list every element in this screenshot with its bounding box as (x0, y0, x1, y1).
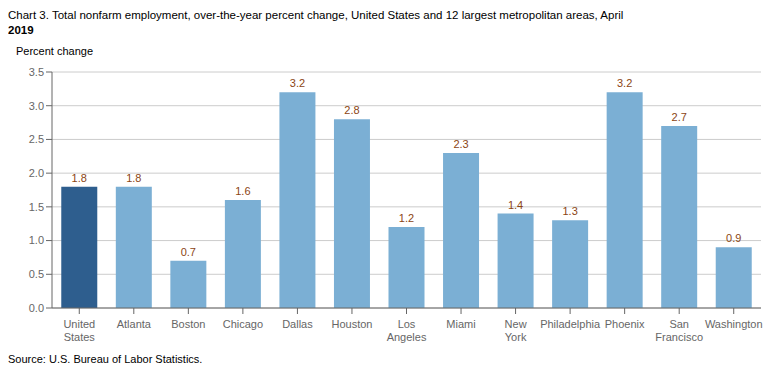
html-text:Chart 3. Total nonfarm employm: Chart 3. Total nonfarm employment, over-… (8, 9, 624, 21)
svg-text:Atlanta: Atlanta (117, 318, 152, 330)
svg-text:Chicago: Chicago (223, 318, 263, 330)
svg-text:0.5: 0.5 (29, 268, 44, 280)
svg-text:3.2: 3.2 (290, 77, 305, 89)
svg-text:Philadelphia: Philadelphia (540, 318, 601, 330)
svg-text:0.0: 0.0 (29, 302, 44, 314)
svg-text:Washington: Washington (705, 318, 763, 330)
svg-text:2.7: 2.7 (672, 111, 687, 123)
svg-text:2.3: 2.3 (453, 138, 468, 150)
svg-text:NewYork: NewYork (505, 318, 527, 343)
svg-text:LosAngeles: LosAngeles (387, 318, 427, 343)
svg-text:1.5: 1.5 (29, 201, 44, 213)
svg-text:Boston: Boston (171, 318, 205, 330)
svg-text:3.0: 3.0 (29, 100, 44, 112)
svg-text:1.6: 1.6 (235, 185, 250, 197)
svg-text:UnitedStates: UnitedStates (63, 318, 95, 343)
svg-text:0.9: 0.9 (726, 232, 741, 244)
svg-text:1.8: 1.8 (72, 172, 87, 184)
svg-text:1.2: 1.2 (399, 212, 414, 224)
svg-text:SanFrancisco: SanFrancisco (655, 318, 703, 343)
svg-text:0.7: 0.7 (181, 246, 196, 258)
svg-text:2.5: 2.5 (29, 133, 44, 145)
html-text:2019: 2019 (8, 24, 34, 36)
svg-text:1.8: 1.8 (126, 172, 141, 184)
svg-text:1.3: 1.3 (562, 205, 577, 217)
svg-text:2.8: 2.8 (344, 104, 359, 116)
svg-text:2.0: 2.0 (29, 167, 44, 179)
svg-text:3.2: 3.2 (617, 77, 632, 89)
svg-text:1.0: 1.0 (29, 234, 44, 246)
svg-text:Houston: Houston (331, 318, 372, 330)
svg-text:Phoenix: Phoenix (605, 318, 645, 330)
html-text:Source: U.S. Bureau of Labor S: Source: U.S. Bureau of Labor Statistics. (8, 353, 203, 365)
svg-text:Dallas: Dallas (282, 318, 313, 330)
svg-text:3.5: 3.5 (29, 66, 44, 78)
svg-text:Miami: Miami (446, 318, 475, 330)
html-text:Percent change: Percent change (16, 45, 94, 57)
svg-text:1.4: 1.4 (508, 199, 523, 211)
